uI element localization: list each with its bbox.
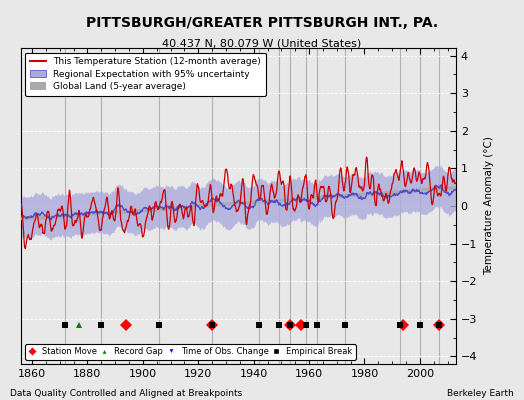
Text: PITTSBURGH/GREATER PITTSBURGH INT., PA.: PITTSBURGH/GREATER PITTSBURGH INT., PA. <box>86 16 438 30</box>
Legend: Station Move, Record Gap, Time of Obs. Change, Empirical Break: Station Move, Record Gap, Time of Obs. C… <box>25 344 356 360</box>
Text: 40.437 N, 80.079 W (United States): 40.437 N, 80.079 W (United States) <box>162 38 362 48</box>
Y-axis label: Temperature Anomaly (°C): Temperature Anomaly (°C) <box>484 136 494 276</box>
Text: Data Quality Controlled and Aligned at Breakpoints: Data Quality Controlled and Aligned at B… <box>10 389 243 398</box>
Text: Berkeley Earth: Berkeley Earth <box>447 389 514 398</box>
